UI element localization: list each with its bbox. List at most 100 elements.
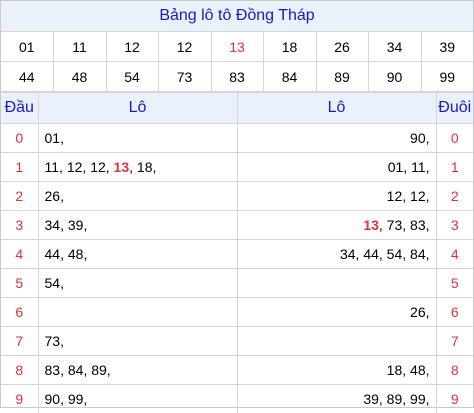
number-cell: 18 xyxy=(263,32,316,62)
duoi-cell: 9 xyxy=(436,385,473,413)
lo-number: 13 xyxy=(363,217,379,233)
number-cell: 26 xyxy=(316,32,368,62)
lo-number: 84 xyxy=(410,246,426,262)
lo-number: 12 xyxy=(387,188,403,204)
duoi-cell: 8 xyxy=(436,356,473,385)
duoi-cell: 0 xyxy=(436,124,473,153)
lo-left-cell: 44, 48, xyxy=(38,240,237,269)
lo-left-cell: 01, xyxy=(38,124,237,153)
lo-left-cell xyxy=(38,298,237,327)
lo-number: 11 xyxy=(45,159,60,175)
number-cell: 01 xyxy=(1,32,53,62)
lo-number: 84 xyxy=(68,362,84,378)
lo-right-cell: 01, 11, xyxy=(237,153,436,182)
lo-number: 12 xyxy=(410,188,426,204)
lo-right-cell: 13, 73, 83, xyxy=(237,211,436,240)
lo-left-cell: 34, 39, xyxy=(38,211,237,240)
dau-cell: 0 xyxy=(1,124,38,153)
lo-right-cell xyxy=(237,269,436,298)
header-duoi: Đuôi xyxy=(436,93,473,124)
lo-number: 99 xyxy=(410,391,426,407)
lo-left-cell: 73, xyxy=(38,327,237,356)
duoi-cell: 7 xyxy=(436,327,473,356)
lo-left-cell: 26, xyxy=(38,182,237,211)
lo-number: 18 xyxy=(137,159,153,175)
number-cell: 83 xyxy=(211,62,263,92)
dau-cell: 9 xyxy=(1,385,38,413)
lo-number: 73 xyxy=(45,333,61,349)
dau-cell: 6 xyxy=(1,298,38,327)
lo-right-cell: 90, xyxy=(237,124,436,153)
dau-cell: 2 xyxy=(1,182,38,211)
lo-number: 26 xyxy=(45,188,61,204)
lo-left-cell: 83, 84, 89, xyxy=(38,356,237,385)
duoi-cell: 6 xyxy=(436,298,473,327)
number-cell: 48 xyxy=(53,62,106,92)
lo-number: 48 xyxy=(68,246,84,262)
lo-number: 12 xyxy=(67,159,83,175)
lo-number: 54 xyxy=(45,275,61,291)
number-cell: 34 xyxy=(368,32,421,62)
lo-number: 99 xyxy=(68,391,84,407)
dau-cell: 1 xyxy=(1,153,38,182)
lo-number: 90 xyxy=(410,130,426,146)
lo-right-cell: 12, 12, xyxy=(237,182,436,211)
lo-number: 39 xyxy=(68,217,84,233)
header-lo-right: Lô xyxy=(237,93,436,124)
table-title: Bảng lô tô Đồng Tháp xyxy=(1,1,473,32)
number-cell: 73 xyxy=(158,62,211,92)
lo-number: 54 xyxy=(387,246,403,262)
lo-number: 26 xyxy=(410,304,426,320)
duoi-cell: 1 xyxy=(436,153,473,182)
lo-number: 89 xyxy=(91,362,107,378)
lo-number: 89 xyxy=(387,391,403,407)
number-cell: 12 xyxy=(158,32,211,62)
lo-right-cell xyxy=(237,327,436,356)
lo-right-cell: 34, 44, 54, 84, xyxy=(237,240,436,269)
lo-number: 44 xyxy=(45,246,61,262)
number-cell: 84 xyxy=(263,62,316,92)
lo-number: 44 xyxy=(363,246,379,262)
lo-number: 01 xyxy=(45,130,61,146)
lo-number: 48 xyxy=(410,362,426,378)
header-lo-left: Lô xyxy=(38,93,237,124)
lo-number: 34 xyxy=(340,246,356,262)
dau-cell: 8 xyxy=(1,356,38,385)
lo-number: 13 xyxy=(114,159,130,175)
duoi-cell: 3 xyxy=(436,211,473,240)
number-cell: 44 xyxy=(1,62,53,92)
lo-left-cell: 54, xyxy=(38,269,237,298)
lo-number: 01 xyxy=(388,159,404,175)
lo-left-cell: 11, 12, 12, 13, 18, xyxy=(38,153,237,182)
dau-cell: 4 xyxy=(1,240,38,269)
dau-cell: 3 xyxy=(1,211,38,240)
duoi-cell: 4 xyxy=(436,240,473,269)
lo-number: 73 xyxy=(387,217,403,233)
lo-number: 11 xyxy=(411,159,426,175)
dau-cell: 5 xyxy=(1,269,38,298)
number-cell: 39 xyxy=(421,32,473,62)
lo-number: 12 xyxy=(90,159,106,175)
number-cell: 90 xyxy=(368,62,421,92)
lo-number: 18 xyxy=(387,362,403,378)
duoi-cell: 2 xyxy=(436,182,473,211)
header-dau: Đầu xyxy=(1,93,38,124)
lo-number: 34 xyxy=(45,217,61,233)
lo-left-cell: 90, 99, xyxy=(38,385,237,413)
lo-right-cell: 26, xyxy=(237,298,436,327)
lo-right-cell: 39, 89, 99, xyxy=(237,385,436,413)
lo-number: 90 xyxy=(45,391,61,407)
number-cell: 89 xyxy=(316,62,368,92)
